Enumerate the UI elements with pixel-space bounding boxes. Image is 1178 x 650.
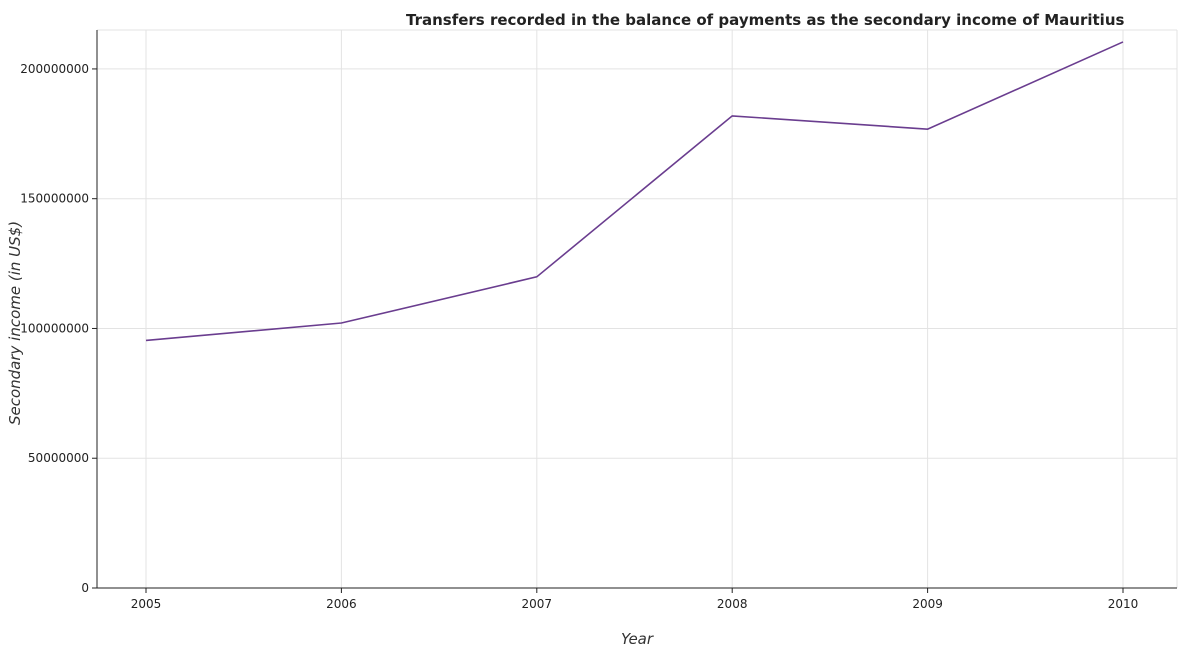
x-tick-label: 2006 — [326, 597, 357, 611]
x-tick-label: 2007 — [522, 597, 553, 611]
x-tick-label: 2008 — [717, 597, 748, 611]
tick-labels: 0 50000000 100000000 150000000 200000000 2005… — [20, 62, 1138, 611]
y-axis-label: Secondary income (in US$) — [6, 221, 24, 425]
series-line — [145, 41, 1124, 342]
x-tick-label: 2005 — [131, 597, 162, 611]
y-tick-label: 150000000 — [20, 192, 89, 206]
y-tick-label: 100000000 — [20, 321, 89, 335]
y-tick-label: 200000000 — [20, 62, 89, 76]
x-tick-label: 2009 — [912, 597, 943, 611]
chart-title: Transfers recorded in the balance of pay… — [406, 11, 1125, 29]
x-tick-label: 2010 — [1108, 597, 1139, 611]
y-tick-label: 0 — [81, 581, 89, 595]
y-tick-label: 50000000 — [28, 451, 89, 465]
series — [145, 41, 1124, 342]
x-axis-label: Year — [621, 630, 654, 648]
grid — [97, 29, 1178, 589]
axes — [92, 30, 1177, 593]
